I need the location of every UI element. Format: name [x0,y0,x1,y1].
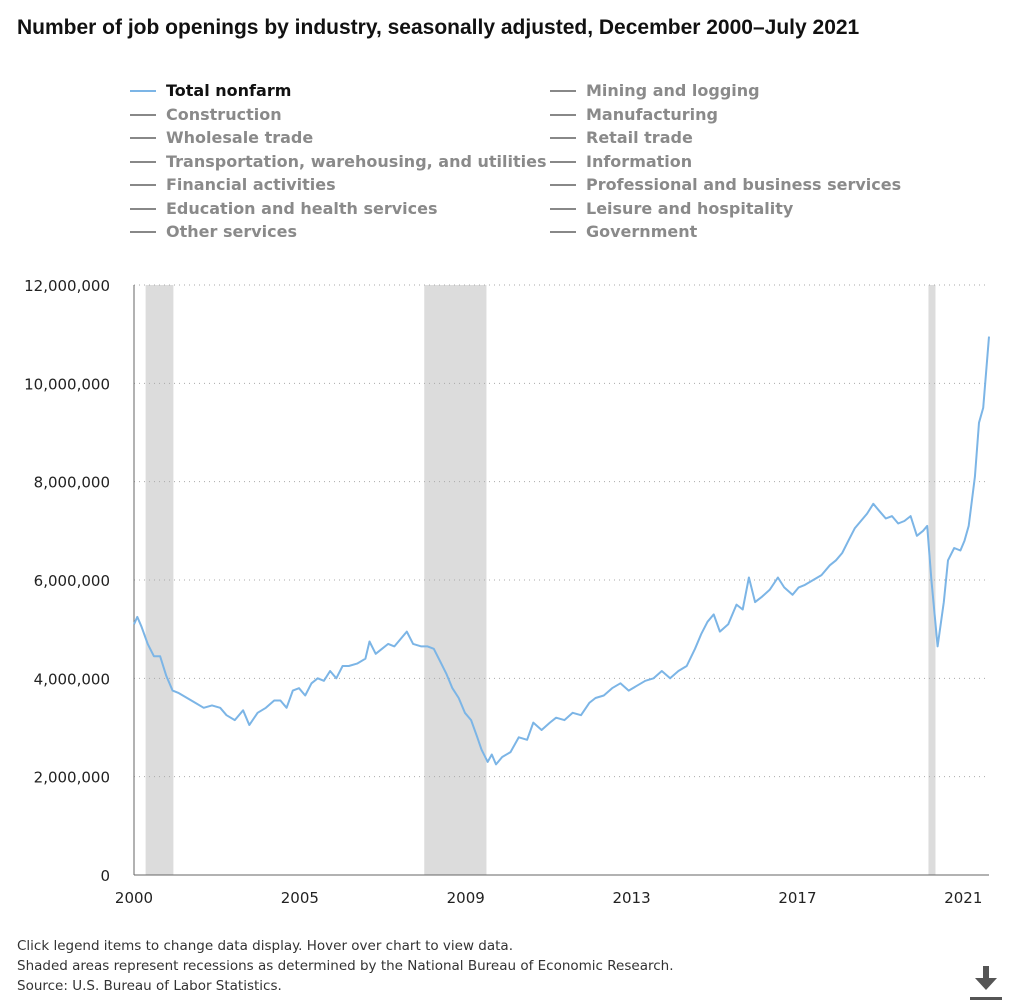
x-tick-label: 2000 [115,889,153,907]
legend-label: Retail trade [586,128,693,147]
y-tick-label: 0 [100,867,110,885]
legend-swatch [130,137,156,139]
legend-label: Information [586,151,693,171]
line-chart[interactable]: 0 2,000,000 4,000,000 6,000,000 8,000,000 10,… [0,270,1024,920]
legend-label: Construction [166,104,282,124]
legend-swatch [130,207,156,210]
legend-swatch [130,160,156,163]
legend-swatch [130,113,156,116]
y-tick-label: 2,000,000 [34,769,110,787]
y-tick-label: 12,000,000 [24,277,110,295]
legend-label: Manufacturing [586,104,718,124]
legend-swatch [550,207,576,210]
legend-swatch [130,184,156,186]
x-tick-label: 2017 [778,889,816,907]
legend-swatch [130,90,156,92]
legend-swatch [130,231,156,233]
download-button[interactable] [968,964,1004,1002]
chart-title: Number of job openings by industry, seas… [17,16,860,39]
y-tick-label: 10,000,000 [24,375,110,393]
legend-label: Leisure and hospitality [586,198,794,218]
legend-swatch [550,160,576,163]
x-tick-label: 2013 [612,889,650,907]
legend-label: Mining and logging [586,81,760,100]
download-icon [970,966,1002,1000]
legend-swatch [550,137,576,139]
legend-label: Education and health services [166,198,438,218]
legend-swatch [550,184,576,186]
y-tick-label: 6,000,000 [34,572,110,590]
legend-label: Financial activities [166,175,336,194]
legend-label: Professional and business services [586,175,902,194]
note-recessions: Shaded areas represent recessions as det… [17,958,674,974]
series-line-total-nonfarm[interactable] [133,336,990,766]
chart-notes: Click legend items to change data displa… [17,936,673,996]
recession-band-2 [424,285,487,875]
note-interaction: Click legend items to change data displa… [17,938,513,954]
x-tick-label: 2005 [281,889,319,907]
legend-swatch [550,113,576,116]
y-tick-label: 4,000,000 [34,670,110,688]
x-tick-label: 2009 [447,889,485,907]
legend-label: Wholesale trade [166,128,314,147]
legend-label: Other services [166,222,297,241]
x-tick-label: 2021 [944,889,982,907]
legend-label: Government [586,222,698,241]
note-source: Source: U.S. Bureau of Labor Statistics. [17,978,282,994]
legend-label: Total nonfarm [166,81,292,100]
legend-swatch [550,90,576,92]
legend-swatch [550,231,576,233]
legend-label: Transportation, warehousing, and utiliti… [166,151,547,171]
y-tick-label: 8,000,000 [34,474,110,492]
